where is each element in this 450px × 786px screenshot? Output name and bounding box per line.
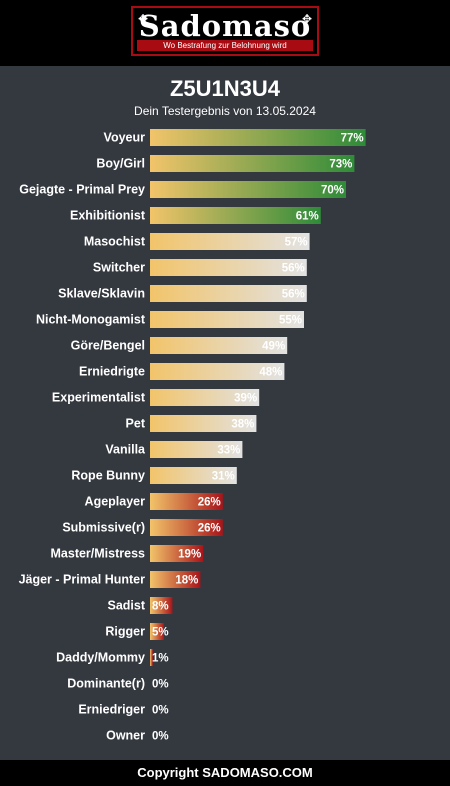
category-label: Experimentalist [52,391,146,405]
bar [150,155,355,172]
logo-wordmark: Sadomaso [138,9,312,43]
bar [150,233,310,250]
bar [150,311,304,328]
category-label: Boy/Girl [96,157,145,171]
bar [150,493,223,510]
bar [150,415,257,432]
category-label: Erniedriger [78,703,145,717]
category-label: Jäger - Primal Hunter [19,573,146,587]
results-bar-chart: Voyeur 77% Boy/Girl 73% Gejagte - Primal Pre… [19,129,366,743]
bar [150,259,307,276]
value-label: 0% [152,679,169,691]
result-title: Z5U1N3U4 [169,76,281,101]
bar [150,597,173,614]
category-label: Dominante(r) [67,677,145,691]
value-label: 26% [198,523,221,535]
bar [150,337,288,354]
site-logo[interactable]: ✥ ✥ Sadomaso Wo Bestrafung zur Belohnung… [131,6,319,56]
category-label: Exhibitionist [70,209,146,223]
value-label: 49% [262,341,285,353]
logo-tagline: Wo Bestrafung zur Belohnung wird [137,40,313,51]
bar [150,623,164,640]
value-label: 18% [175,575,198,587]
category-label: Nicht-Monogamist [36,313,146,327]
category-label: Voyeur [104,131,146,145]
value-label: 33% [217,445,240,457]
category-label: Switcher [93,261,145,275]
value-label: 1% [152,653,169,665]
category-label: Vanilla [105,443,146,457]
header-bar: ✥ ✥ Sadomaso Wo Bestrafung zur Belohnung… [0,0,450,66]
ornament-left-icon: ✥ [138,12,149,26]
bar [150,441,243,458]
ornament-right-icon: ✥ [301,12,312,26]
value-label: 55% [279,315,302,327]
value-label: 48% [259,367,282,379]
category-label: Rope Bunny [71,469,145,483]
category-label: Göre/Bengel [71,339,145,353]
value-label: 38% [231,419,254,431]
value-label: 39% [234,393,257,405]
category-label: Pet [126,417,146,431]
copyright-footer: Copyright SADOMASO.COM [0,760,450,786]
category-label: Owner [106,729,145,743]
category-label: Submissive(r) [62,521,145,535]
category-label: Ageplayer [85,495,146,509]
value-label: 0% [152,705,169,717]
value-label: 5% [152,627,169,639]
value-label: 56% [282,263,305,275]
value-label: 56% [282,289,305,301]
bar [150,207,321,224]
value-label: 77% [341,133,364,145]
result-subtitle: Dein Testergebnis von 13.05.2024 [134,104,316,118]
value-label: 31% [212,471,235,483]
category-label: Sadist [107,599,145,613]
value-label: 57% [285,237,308,249]
bar [150,545,204,562]
category-label: Daddy/Mommy [56,651,145,665]
bar [150,571,201,588]
bar [150,649,153,666]
bar [150,389,260,406]
value-label: 61% [296,211,319,223]
category-label: Gejagte - Primal Prey [19,183,145,197]
value-label: 0% [152,731,169,743]
value-label: 70% [321,185,344,197]
bar [150,467,237,484]
category-label: Masochist [84,235,146,249]
value-label: 26% [198,497,221,509]
category-label: Erniedrigte [79,365,145,379]
bar [150,285,307,302]
value-label: 19% [178,549,201,561]
category-label: Master/Mistress [51,547,146,561]
category-label: Sklave/Sklavin [58,287,145,301]
bar [150,129,366,146]
value-label: 73% [329,159,352,171]
category-label: Rigger [105,625,145,639]
value-label: 8% [152,601,169,613]
bar [150,519,223,536]
bar [150,363,285,380]
bar [150,181,346,198]
